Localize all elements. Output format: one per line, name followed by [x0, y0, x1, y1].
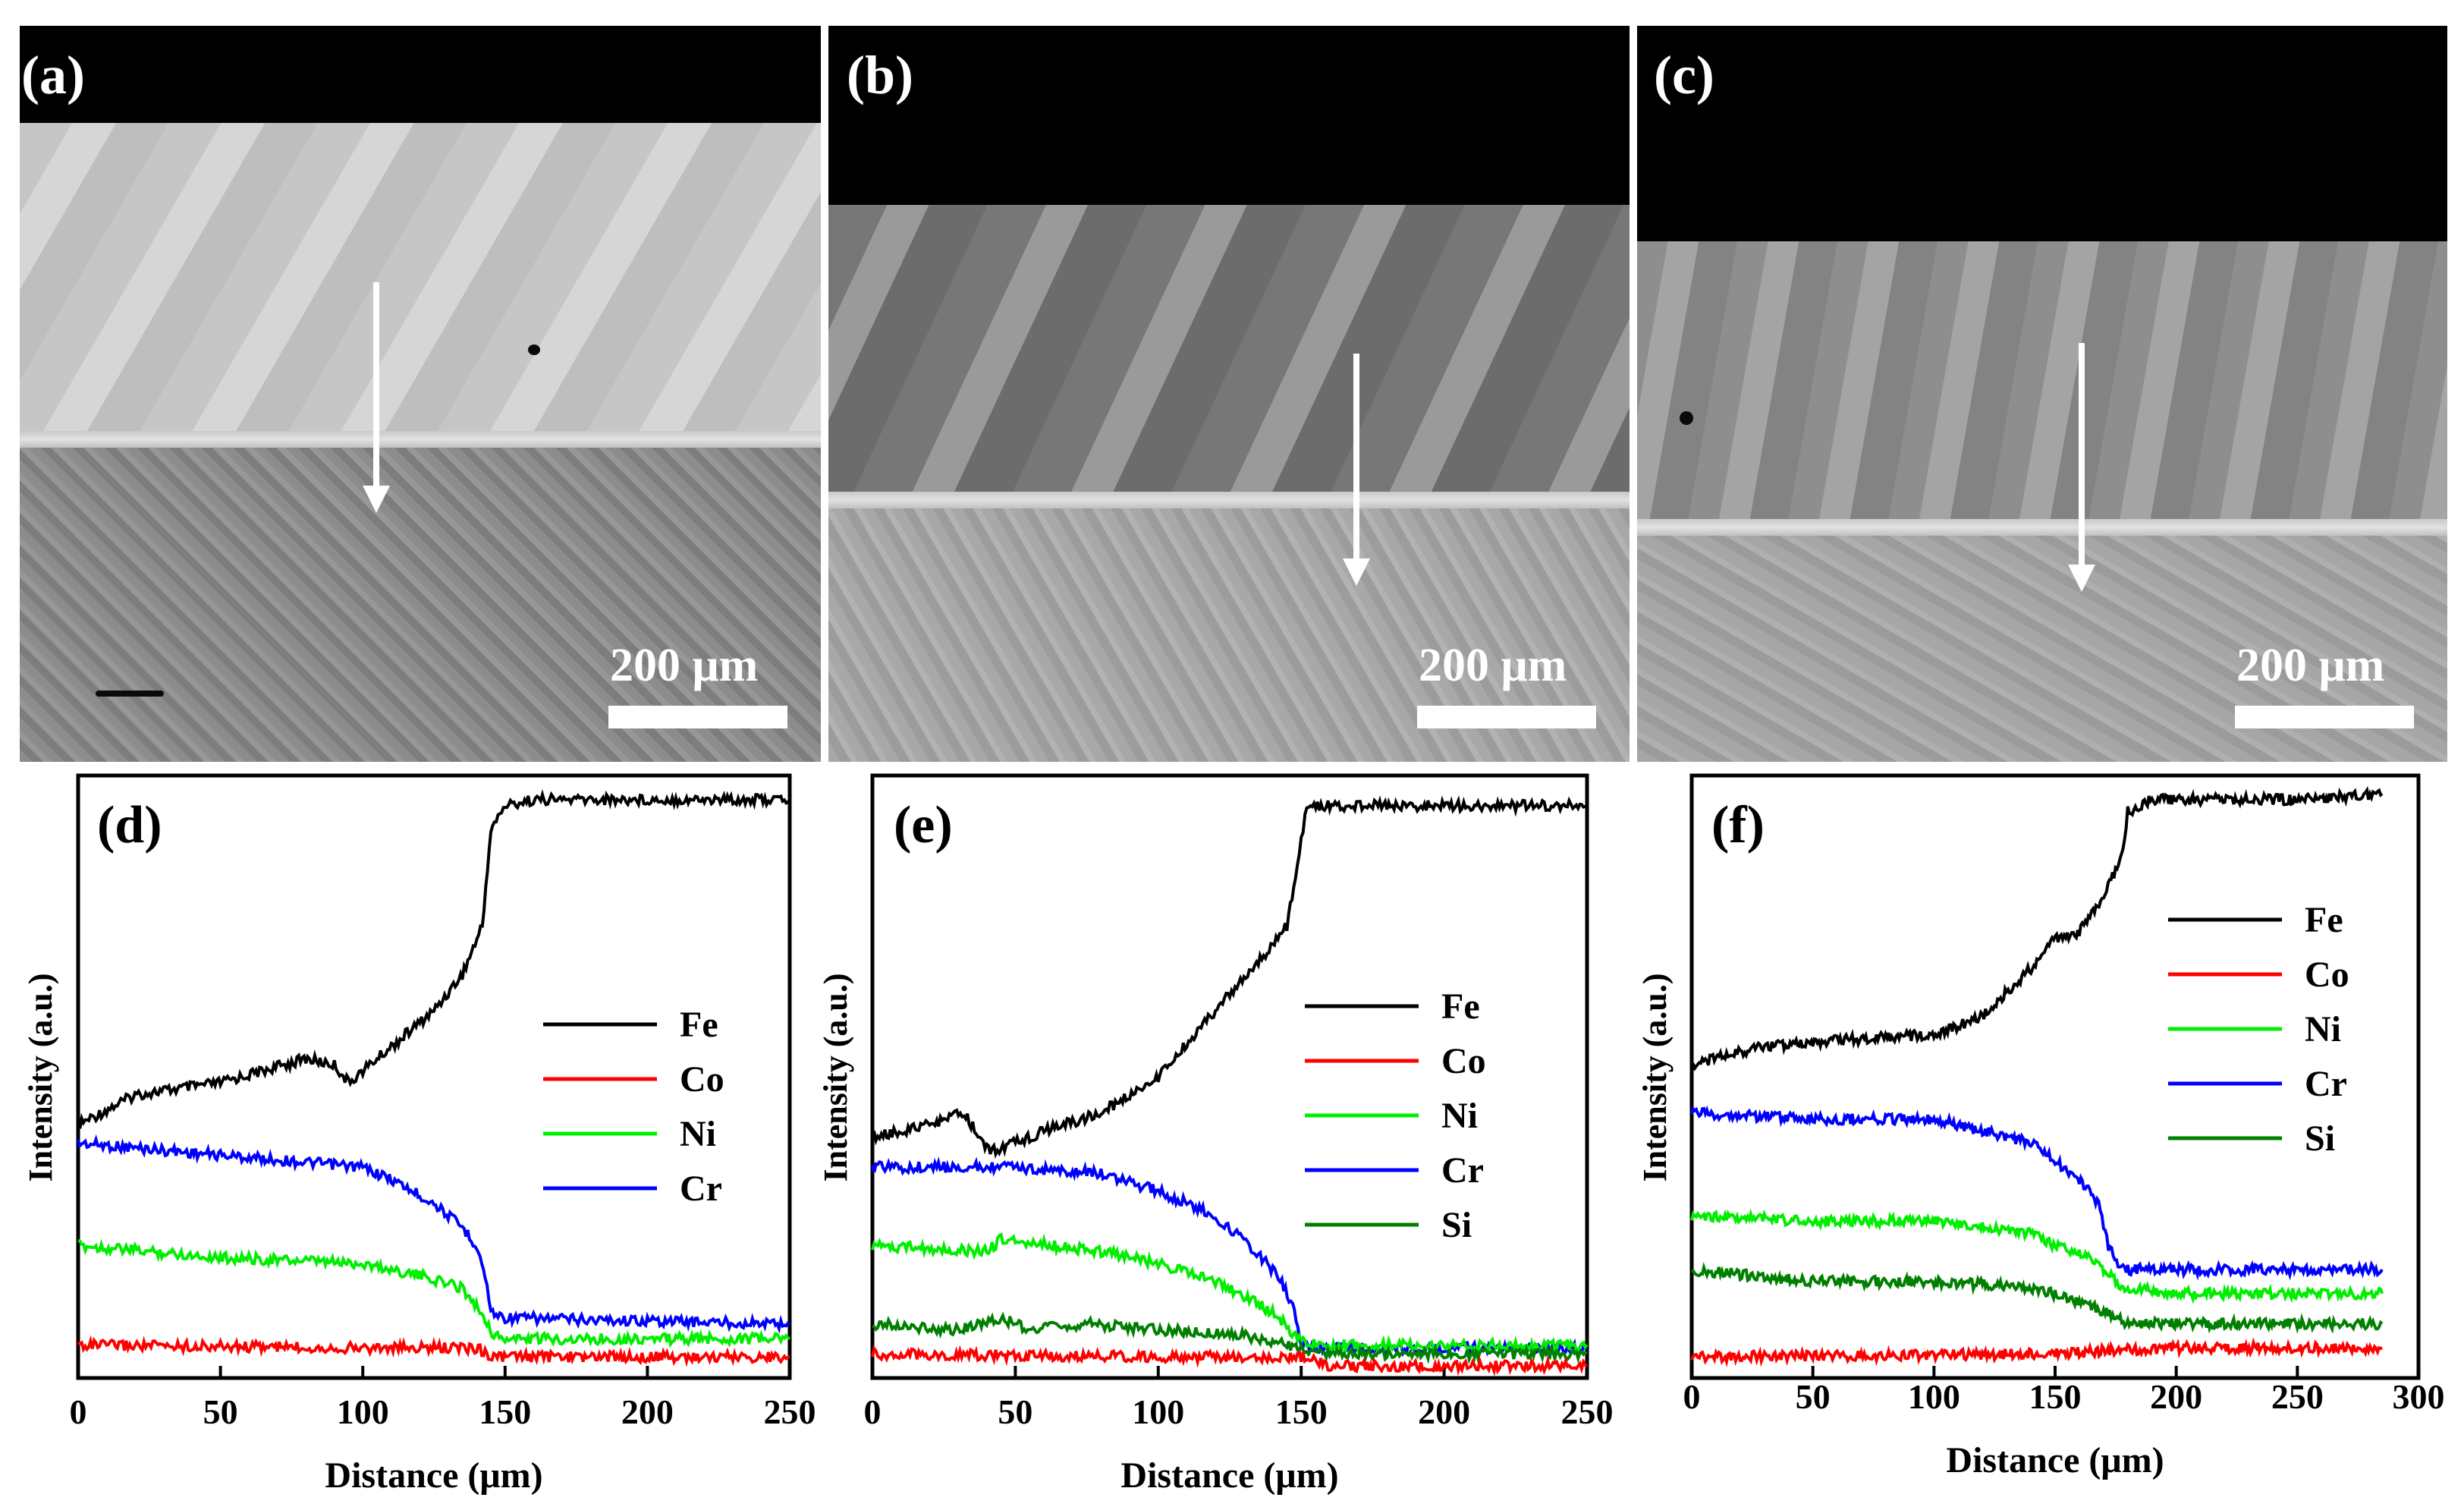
scale-bar: [2235, 706, 2414, 728]
x-tick-label: 0: [864, 1392, 882, 1431]
series-lines: [77, 789, 791, 1367]
series-fe-line: [872, 795, 1588, 1159]
panel-label-e: (e): [894, 796, 953, 854]
series-fe-line: [77, 789, 791, 1129]
x-tick-label: 0: [1683, 1377, 1701, 1416]
x-tick-label: 150: [2029, 1377, 2082, 1416]
chart-panel-e: (e) Intensity (a.u.) Distance (μm) 0 50 10…: [819, 773, 1614, 1496]
x-tick-label: 50: [1796, 1377, 1831, 1416]
x-axis-label: Distance (μm): [1946, 1440, 2164, 1480]
panel-label-d: (d): [97, 796, 162, 854]
micrograph-a: (a) 200 μm: [20, 26, 821, 762]
x-tick-label: 50: [998, 1392, 1032, 1431]
x-axis-label: Distance (μm): [1120, 1455, 1338, 1496]
y-axis-label: Intensity (a.u.): [1637, 973, 1674, 1181]
legend-label-ni: Ni: [2305, 1009, 2341, 1049]
background-void: [828, 26, 1630, 205]
legend-label-fe: Fe: [680, 1005, 718, 1045]
clad-layer: [828, 205, 1630, 501]
x-tick-label: 100: [1908, 1377, 1960, 1416]
x-tick-label: 150: [479, 1392, 531, 1431]
x-tick-label: 200: [1418, 1392, 1470, 1431]
series-co-line: [1690, 1337, 2383, 1368]
legend: Fe Co Ni Cr Si: [2168, 900, 2349, 1159]
pore: [528, 345, 540, 355]
panel-label-c: (c): [1654, 45, 1714, 105]
micrograph-b: (b) 200 μm: [828, 26, 1630, 762]
scale-bar-label: 200 μm: [1419, 640, 1567, 691]
series-co-line: [77, 1335, 790, 1367]
y-axis-label: Intensity (a.u.): [22, 973, 59, 1181]
x-tick-label: 100: [337, 1392, 389, 1431]
legend-label-ni: Ni: [680, 1114, 716, 1154]
legend-label-fe: Fe: [1441, 986, 1480, 1027]
clad-layer: [1637, 241, 2447, 530]
legend-label-co: Co: [2305, 955, 2349, 995]
legend-label-si: Si: [1441, 1205, 1472, 1245]
x-ticks: 0 50 100 150 200 250: [864, 1366, 1614, 1431]
series-cr-line: [1690, 1105, 2384, 1281]
x-tick-label: 100: [1132, 1392, 1184, 1431]
legend: Fe Co Ni Cr Si: [1305, 986, 1486, 1245]
legend: Fe Co Ni Cr: [543, 1005, 724, 1209]
legend-label-fe: Fe: [2305, 900, 2343, 940]
fusion-line: [828, 492, 1630, 508]
fusion-line: [20, 431, 821, 448]
series-ni-line: [1690, 1208, 2384, 1304]
series-cr-line: [77, 1134, 790, 1334]
pore: [1680, 411, 1693, 425]
line-scan-arrow: [2068, 343, 2095, 592]
x-tick-label: 50: [203, 1392, 238, 1431]
x-ticks: 0 50 100 150 200 250 300: [1683, 1366, 2445, 1416]
panel-label-b: (b): [847, 45, 913, 105]
x-tick-label: 250: [1561, 1392, 1614, 1431]
series-lines: [871, 795, 1589, 1376]
series-si-line: [872, 1311, 1589, 1365]
scale-bar: [608, 706, 787, 728]
legend-label-ni: Ni: [1441, 1096, 1478, 1136]
chart-panel-d: (d) Intensity (a.u.) Distance (μm) 0 50 10…: [22, 773, 816, 1496]
micrograph-c: (c) 200 μm: [1637, 26, 2447, 762]
clad-layer: [20, 123, 821, 440]
legend-label-cr: Cr: [2305, 1064, 2347, 1104]
x-tick-label: 250: [764, 1392, 816, 1431]
series-cr-line: [871, 1156, 1588, 1359]
series-lines: [1690, 785, 2384, 1368]
series-co-line: [871, 1345, 1588, 1376]
x-tick-label: 200: [621, 1392, 674, 1431]
x-ticks: 0 50 100 150 200 250: [70, 1366, 816, 1431]
series-ni-line: [871, 1232, 1589, 1356]
x-tick-label: 300: [2393, 1377, 2445, 1416]
x-tick-label: 250: [2271, 1377, 2324, 1416]
plot-frame: [870, 773, 1589, 1380]
panel-label-f: (f): [1711, 796, 1765, 854]
plot-frame: [76, 773, 792, 1380]
x-tick-label: 0: [70, 1392, 87, 1431]
series-ni-line: [77, 1238, 791, 1348]
x-tick-label: 200: [2150, 1377, 2202, 1416]
legend-label-cr: Cr: [680, 1169, 722, 1209]
legend-label-si: Si: [2305, 1118, 2335, 1159]
panel-label-a: (a): [21, 45, 85, 105]
scale-bar: [1417, 706, 1596, 728]
scale-bar-label: 200 μm: [610, 640, 759, 691]
x-axis-label: Distance (μm): [325, 1455, 542, 1496]
line-scan-arrow: [363, 282, 390, 513]
background-void: [1637, 26, 2447, 241]
series-si-line: [1691, 1261, 2384, 1334]
line-scan-arrow: [1343, 354, 1370, 586]
scale-bar-label: 200 μm: [2236, 640, 2385, 691]
x-tick-label: 150: [1275, 1392, 1328, 1431]
fusion-line: [1637, 519, 2447, 536]
legend-label-co: Co: [1441, 1041, 1486, 1081]
pore: [96, 691, 164, 697]
y-axis-label: Intensity (a.u.): [819, 973, 854, 1181]
legend-label-cr: Cr: [1441, 1150, 1484, 1191]
legend-label-co: Co: [680, 1059, 724, 1100]
series-fe-line: [1691, 785, 2384, 1071]
background-void: [20, 26, 821, 123]
chart-panel-f: (f) Intensity (a.u.) Distance (μm) 0 50 10…: [1637, 773, 2445, 1480]
